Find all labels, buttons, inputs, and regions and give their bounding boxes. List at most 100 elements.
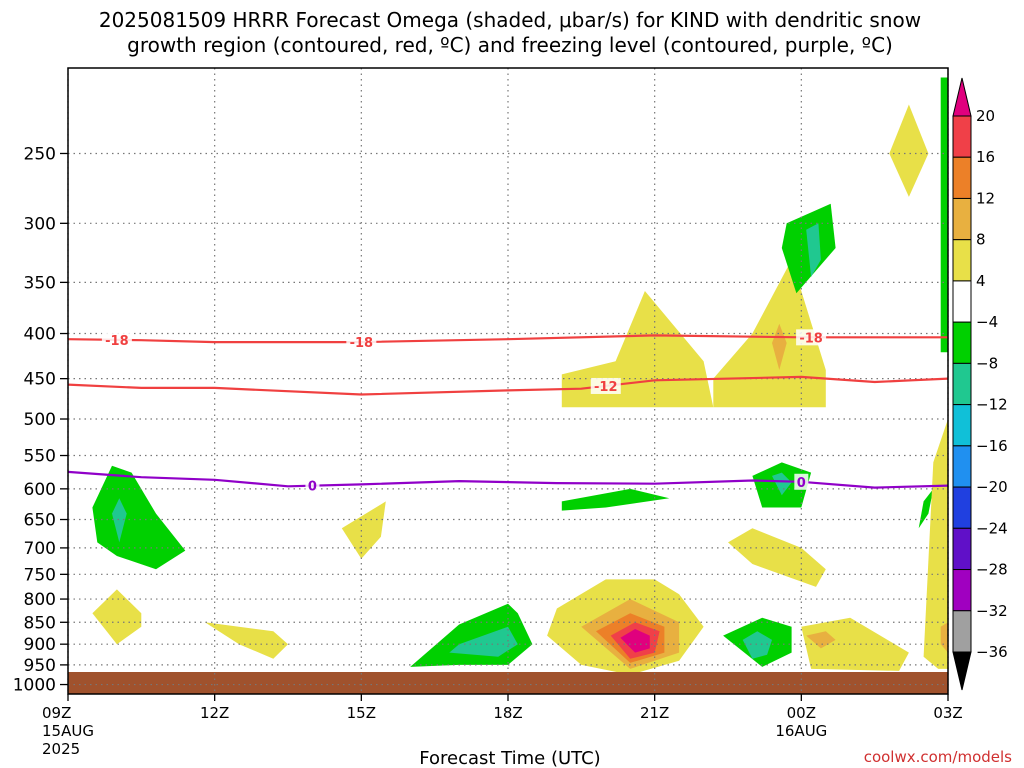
omega-region-2 bbox=[92, 589, 142, 645]
contour-label--18-2: -18 bbox=[799, 331, 823, 346]
colorbar-segment-6 bbox=[952, 321, 972, 364]
contour-label-bg bbox=[346, 334, 377, 351]
contour--18 bbox=[67, 334, 948, 344]
omega-region-27 bbox=[940, 77, 948, 353]
contour-label-0-0: 0 bbox=[308, 480, 317, 495]
contour-label-bg bbox=[794, 473, 809, 490]
y-tick-label-500: 500 bbox=[24, 410, 56, 430]
y-tick-label-700: 700 bbox=[24, 539, 56, 559]
colorbar-label-12: −32 bbox=[976, 602, 1008, 620]
y-tick-label-800: 800 bbox=[24, 590, 56, 610]
colorbar: 20 16 12 8 4 −4 −8 −12 −16 −20 −24 −28 −32 −36 bbox=[952, 77, 1008, 691]
omega-region-5 bbox=[410, 603, 533, 667]
colorbar-segment-3 bbox=[952, 197, 972, 241]
omega-region-13 bbox=[561, 488, 670, 511]
contour-label-bg bbox=[305, 477, 320, 494]
x-tick-label-6: 03Z bbox=[933, 704, 962, 722]
contour-label-bg bbox=[796, 329, 827, 346]
omega-shading bbox=[92, 77, 948, 675]
colorbar-segment-13 bbox=[952, 610, 972, 653]
y-axis: 2503003504004505005506006507007508008509… bbox=[13, 144, 68, 696]
colorbar-label-0: 20 bbox=[976, 107, 995, 125]
x-tick-date-5: 16AUG bbox=[775, 722, 827, 740]
colorbar-segment-10 bbox=[952, 486, 972, 529]
y-tick-label-400: 400 bbox=[24, 325, 56, 345]
chart-title-line-1: 2025081509 HRRR Forecast Omega (shaded, … bbox=[99, 8, 921, 32]
omega-region-1 bbox=[112, 498, 127, 543]
omega-region-3 bbox=[204, 622, 288, 659]
omega-region-26 bbox=[918, 488, 934, 529]
contour-label--18-0: -18 bbox=[105, 334, 129, 349]
credit-link[interactable]: coolwx.com/models bbox=[864, 748, 1012, 766]
chart-title-line-2: growth region (contoured, red, ºC) and f… bbox=[127, 33, 893, 57]
colorbar-label-4: 4 bbox=[976, 272, 986, 290]
x-tick-label-2: 15Z bbox=[347, 704, 376, 722]
ground-bar bbox=[68, 672, 948, 694]
omega-region-15 bbox=[772, 323, 787, 370]
y-tick-label-1000: 1000 bbox=[13, 676, 56, 696]
contour-label-bg bbox=[101, 331, 132, 348]
omega-region-11 bbox=[620, 629, 650, 653]
omega-region-25 bbox=[889, 104, 929, 197]
x-tick-label-4: 21Z bbox=[640, 704, 669, 722]
y-tick-label-350: 350 bbox=[24, 273, 56, 293]
omega-region-12 bbox=[561, 291, 714, 408]
x-tick-label-5: 00Z bbox=[787, 704, 816, 722]
omega-region-14 bbox=[713, 259, 826, 408]
colorbar-label-6: −8 bbox=[976, 354, 998, 372]
contour-label-0-1: 0 bbox=[797, 476, 806, 491]
colorbar-label-7: −12 bbox=[976, 396, 1008, 414]
colorbar-label-10: −24 bbox=[976, 519, 1008, 537]
contour-label-bg bbox=[590, 377, 621, 394]
colorbar-label-1: 16 bbox=[976, 148, 995, 166]
y-tick-label-650: 650 bbox=[24, 511, 56, 531]
x-axis-label: Forecast Time (UTC) bbox=[419, 748, 600, 768]
grid-lines bbox=[67, 68, 949, 694]
colorbar-segment-11 bbox=[952, 527, 972, 571]
omega-region-29 bbox=[940, 622, 948, 653]
contours: -18 -18 -18 -12 0 0 bbox=[67, 329, 949, 495]
colorbar-segment-9 bbox=[952, 445, 972, 488]
y-tick-label-600: 600 bbox=[24, 480, 56, 500]
colorbar-label-5: −4 bbox=[976, 313, 998, 331]
colorbar-segment-12 bbox=[952, 569, 972, 612]
y-tick-label-750: 750 bbox=[24, 565, 56, 585]
y-tick-label-300: 300 bbox=[24, 214, 56, 234]
colorbar-segment-8 bbox=[952, 404, 972, 447]
omega-region-20 bbox=[772, 472, 792, 496]
colorbar-label-8: −16 bbox=[976, 437, 1008, 455]
contour--12 bbox=[67, 375, 949, 396]
x-tick-label-1: 12Z bbox=[200, 704, 229, 722]
x-tick-label-3: 18Z bbox=[493, 704, 522, 722]
colorbar-segment-4 bbox=[952, 239, 972, 282]
x-tick-year-0: 2025 bbox=[42, 740, 80, 758]
omega-region-4 bbox=[341, 501, 386, 559]
y-tick-label-850: 850 bbox=[24, 613, 56, 633]
y-tick-label-900: 900 bbox=[24, 635, 56, 655]
colorbar-label-9: −20 bbox=[976, 478, 1008, 496]
contour-0 bbox=[67, 470, 949, 489]
y-tick-label-950: 950 bbox=[24, 656, 56, 676]
omega-region-16 bbox=[728, 528, 826, 587]
colorbar-top-arrow bbox=[952, 77, 972, 117]
contour-label--18-1: -18 bbox=[350, 336, 374, 351]
omega-region-6 bbox=[449, 626, 518, 657]
colorbar-label-13: −36 bbox=[976, 643, 1008, 661]
y-tick-label-450: 450 bbox=[24, 370, 56, 390]
colorbar-label-3: 8 bbox=[976, 231, 986, 249]
omega-region-28 bbox=[923, 419, 948, 669]
omega-region-0 bbox=[92, 465, 186, 570]
contour-label--12-0: -12 bbox=[594, 380, 618, 395]
y-tick-label-250: 250 bbox=[24, 144, 56, 164]
x-tick-label-0: 09Z bbox=[42, 704, 71, 722]
colorbar-segment-7 bbox=[952, 362, 972, 406]
colorbar-segment-5 bbox=[952, 280, 972, 323]
colorbar-label-2: 12 bbox=[976, 189, 995, 207]
colorbar-segment-1 bbox=[952, 115, 972, 158]
omega-region-18 bbox=[806, 223, 821, 277]
colorbar-segment-2 bbox=[952, 156, 972, 199]
omega-region-22 bbox=[742, 631, 772, 659]
colorbar-label-11: −28 bbox=[976, 561, 1008, 579]
x-tick-date-0: 15AUG bbox=[42, 722, 94, 740]
